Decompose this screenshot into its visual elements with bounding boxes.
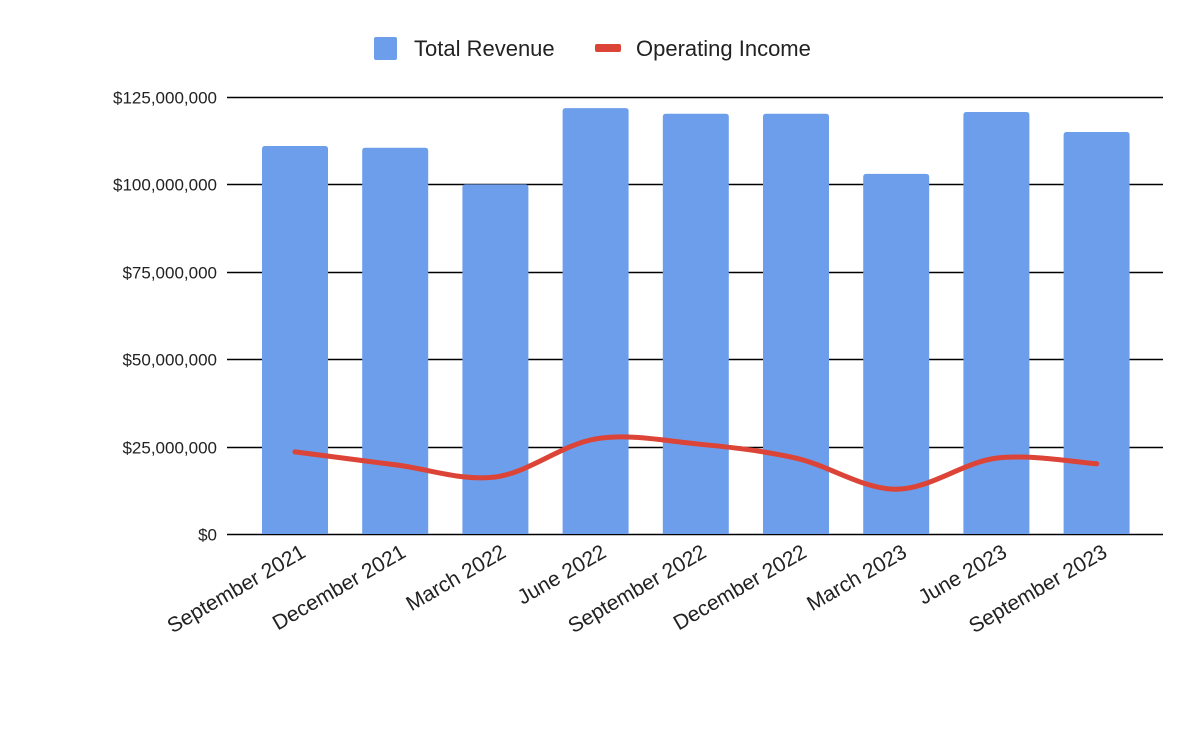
bar-total-revenue	[1063, 131, 1130, 534]
point-operating-income	[292, 449, 298, 455]
point-operating-income	[1094, 461, 1100, 467]
bar-total-revenue	[863, 173, 930, 535]
bar-total-revenue	[662, 113, 729, 535]
legend-label-total-revenue: Total Revenue	[414, 36, 555, 61]
line-series-operating-income	[292, 434, 1100, 492]
y-tick-label: $25,000,000	[122, 439, 217, 458]
point-operating-income	[492, 474, 498, 480]
bar-series-total-revenue	[262, 108, 1130, 535]
point-operating-income	[693, 441, 699, 447]
bar-total-revenue	[963, 112, 1030, 534]
y-tick-label: $0	[198, 526, 217, 545]
y-tick-label: $75,000,000	[122, 264, 217, 283]
point-operating-income	[392, 462, 398, 468]
y-tick-label: $125,000,000	[113, 89, 217, 108]
bar-total-revenue	[462, 184, 529, 534]
legend-swatch-total-revenue	[374, 37, 397, 60]
y-axis-tick-labels: $0 $25,000,000 $50,000,000 $75,000,000 $100,…	[113, 89, 217, 545]
x-category-label: March 2023	[803, 540, 911, 615]
bar-total-revenue	[562, 108, 629, 535]
point-operating-income	[793, 455, 799, 461]
point-operating-income	[893, 486, 899, 492]
y-tick-label: $50,000,000	[122, 351, 217, 370]
legend: Total Revenue Operating Income	[374, 36, 811, 61]
y-tick-label: $100,000,000	[113, 176, 217, 195]
bar-total-revenue	[763, 113, 829, 535]
bar-total-revenue	[362, 147, 429, 534]
legend-label-operating-income: Operating Income	[636, 36, 811, 61]
x-category-label: March 2022	[402, 540, 510, 615]
point-operating-income	[593, 436, 599, 442]
bar-total-revenue	[262, 145, 328, 534]
point-operating-income	[993, 455, 999, 461]
legend-swatch-operating-income	[595, 44, 621, 52]
